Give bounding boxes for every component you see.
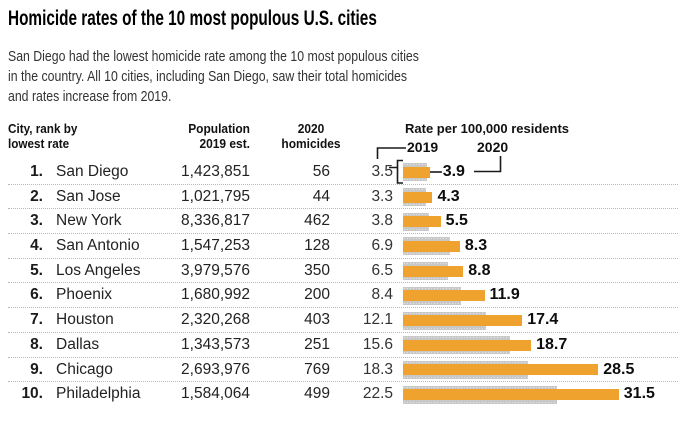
- homicides-cell: 128: [304, 237, 330, 255]
- population-cell: 3,979,576: [181, 261, 250, 279]
- bar-2020: [403, 216, 441, 228]
- rate-2020-label: 17.4: [527, 311, 559, 329]
- col-header-city: City, rank by lowest rate: [8, 121, 78, 151]
- rate-2019-cell: 3.3: [371, 187, 393, 205]
- rate-2020-label: 4.3: [437, 187, 460, 205]
- rate-2019-cell: 6.9: [371, 237, 393, 255]
- rate-2019-cell: 18.3: [362, 360, 393, 378]
- rate-2020-label: 3.9: [442, 163, 465, 180]
- population-cell: 1,680,992: [181, 286, 250, 304]
- chart-title: Homicide rates of the 10 most populous U…: [8, 7, 377, 30]
- bar-2020: [403, 315, 523, 327]
- subtitle-line: and rates increase from 2019.: [8, 88, 172, 105]
- homicides-cell: 769: [304, 360, 330, 378]
- population-cell: 1,547,253: [181, 237, 250, 255]
- city-cell: San Jose: [56, 187, 121, 205]
- chart-subtitle: San Diego had the lowest homicide rate a…: [8, 47, 419, 107]
- rank-cell: 2.: [30, 187, 43, 205]
- table-row: 6. Phoenix 1,680,992 200 8.4 11.9: [8, 283, 678, 309]
- homicides-cell: 350: [304, 261, 330, 279]
- rate-2019-cell: 3.8: [371, 212, 393, 230]
- rate-2019-cell: 6.5: [371, 261, 393, 279]
- col-header-rate: Rate per 100,000 residents: [405, 121, 570, 136]
- bar-2020: [403, 265, 464, 277]
- rate-2019-cell: 15.6: [362, 335, 393, 353]
- rate-2020-label: 31.5: [623, 385, 655, 403]
- rank-cell: 9.: [30, 360, 43, 378]
- bar-2020: [403, 166, 430, 178]
- table-row: 9. Chicago 2,693,976 769 18.3 28.5: [8, 358, 678, 383]
- city-cell: San Diego: [56, 163, 129, 180]
- rate-2019-cell: 22.5: [362, 385, 393, 403]
- homicides-cell: 499: [304, 385, 330, 403]
- population-cell: 8,336,817: [181, 212, 250, 230]
- homicides-cell: 200: [304, 286, 330, 304]
- rate-2020-label: 11.9: [489, 286, 520, 304]
- bar-2020: [403, 389, 619, 401]
- homicides-cell: 462: [304, 212, 330, 230]
- table-row: 1. San Diego 1,423,851 56 3.5 3.9: [8, 160, 678, 185]
- city-cell: Chicago: [56, 360, 113, 378]
- homicides-cell: 44: [312, 187, 330, 205]
- homicides-cell: 403: [304, 311, 330, 329]
- population-cell: 1,343,573: [181, 335, 250, 353]
- table-row: 5. Los Angeles 3,979,576 350 6.5 8.8: [8, 259, 678, 284]
- rank-cell: 5.: [30, 261, 43, 279]
- legend-year-2019: 2019: [407, 139, 439, 155]
- rank-cell: 4.: [30, 237, 43, 255]
- rank-cell: 10.: [21, 385, 43, 403]
- population-cell: 1,584,064: [181, 385, 250, 403]
- col-header-homicides: 2020 homicides: [281, 121, 341, 151]
- city-cell: New York: [56, 212, 122, 230]
- bar-2020: [403, 339, 532, 351]
- city-cell: Houston: [56, 311, 114, 329]
- bar-2020: [403, 191, 433, 203]
- bar-2020: [403, 240, 460, 252]
- population-cell: 2,693,976: [181, 360, 250, 378]
- population-cell: 1,423,851: [181, 163, 250, 180]
- table-row: 2. San Jose 1,021,795 44 3.3 4.3: [8, 185, 678, 210]
- rate-2020-label: 18.7: [536, 335, 568, 353]
- rate-2020-label: 5.5: [445, 212, 468, 230]
- col-header-population: Population 2019 est.: [188, 121, 250, 151]
- leader-line-2019: [376, 147, 406, 159]
- table-row: 10. Philadelphia 1,584,064 499 22.5 31.5: [8, 382, 678, 407]
- rate-2020-label: 28.5: [603, 360, 635, 378]
- subtitle-line: San Diego had the lowest homicide rate a…: [8, 48, 419, 65]
- rank-cell: 6.: [30, 286, 43, 304]
- table-row: 8. Dallas 1,343,573 251 15.6 18.7: [8, 333, 678, 358]
- table-row: 4. San Antonio 1,547,253 128 6.9 8.3: [8, 234, 678, 259]
- city-cell: Philadelphia: [56, 385, 141, 403]
- population-cell: 1,021,795: [181, 187, 250, 205]
- rate-2020-label: 8.3: [464, 237, 488, 255]
- city-cell: San Antonio: [56, 237, 140, 255]
- homicides-cell: 251: [304, 335, 330, 353]
- subtitle-line: in the country. All 10 cities, including…: [8, 68, 408, 85]
- rank-cell: 1.: [30, 163, 43, 180]
- table-row: 7. Houston 2,320,268 403 12.1 17.4: [8, 308, 678, 333]
- bar-2020: [403, 290, 485, 302]
- rate-2019-cell: 3.5: [371, 163, 393, 180]
- table-body: 1. San Diego 1,423,851 56 3.5 3.9 2. San…: [8, 160, 678, 407]
- rank-cell: 7.: [30, 311, 43, 329]
- rate-2020-label: 8.8: [468, 261, 491, 279]
- legend-year-2020: 2020: [477, 139, 509, 155]
- rank-cell: 3.: [30, 212, 43, 230]
- homicides-cell: 56: [312, 163, 330, 180]
- city-cell: Los Angeles: [56, 261, 141, 279]
- rank-cell: 8.: [30, 335, 43, 353]
- rate-2019-cell: 8.4: [371, 286, 393, 304]
- city-cell: Phoenix: [56, 286, 113, 304]
- bar-2020: [403, 364, 599, 376]
- population-cell: 2,320,268: [181, 311, 250, 329]
- rate-2019-cell: 12.1: [362, 311, 393, 329]
- table-row: 3. New York 8,336,817 462 3.8 5.5: [8, 209, 678, 235]
- city-cell: Dallas: [56, 335, 100, 353]
